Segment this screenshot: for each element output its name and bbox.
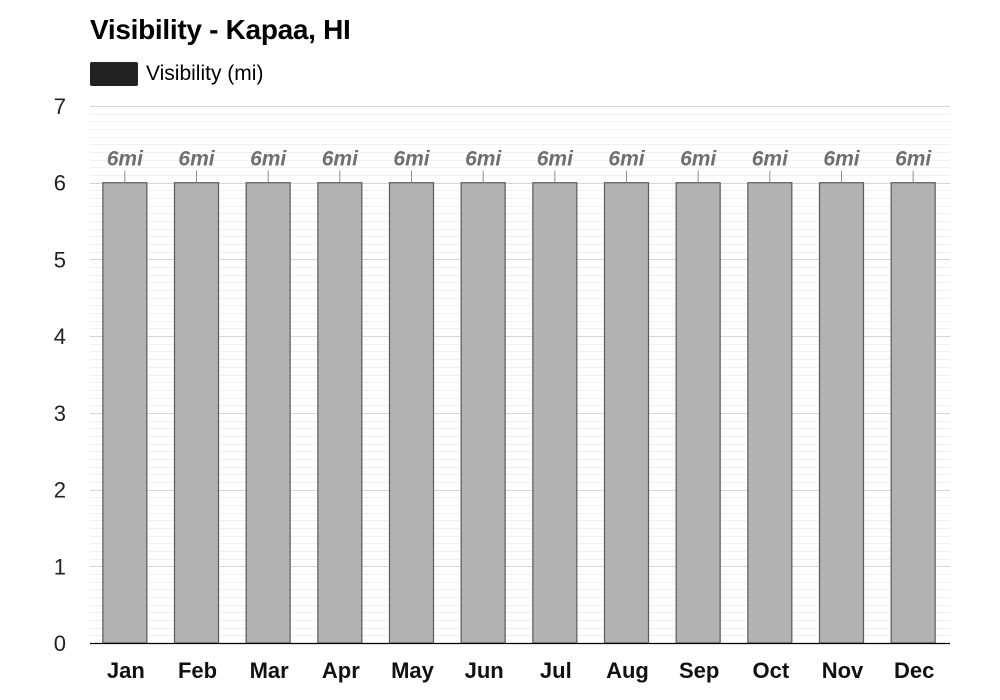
data-label: 6mi bbox=[250, 148, 287, 171]
x-tick-label: May bbox=[391, 658, 435, 683]
legend: Visibility (mi) bbox=[90, 61, 263, 87]
bar bbox=[603, 182, 650, 644]
data-label: 6mi bbox=[107, 148, 144, 171]
data-label: 6mi bbox=[752, 148, 789, 171]
data-label: 6mi bbox=[680, 148, 717, 171]
y-tick-label: 7 bbox=[54, 94, 66, 119]
bar bbox=[102, 182, 148, 644]
x-tick-label: Aug bbox=[606, 658, 649, 683]
data-label: 6mi bbox=[322, 148, 359, 171]
label-layer: 6mi 6mi 6mi 6mi 6mi 6mi 6mi 6mi 6mi 6mi 6mi 6mi bbox=[107, 148, 933, 171]
x-tick-label: Oct bbox=[752, 658, 789, 683]
bar-layer bbox=[102, 170, 936, 644]
data-label: 6mi bbox=[178, 148, 215, 171]
y-tick-label: 2 bbox=[54, 478, 66, 503]
legend-label: Visibility (mi) bbox=[146, 62, 264, 85]
y-tick-label: 1 bbox=[54, 554, 66, 579]
data-label: 6mi bbox=[465, 148, 502, 171]
grid-layer bbox=[90, 106, 950, 636]
bar bbox=[245, 182, 291, 644]
data-label: 6mi bbox=[393, 148, 430, 171]
bar bbox=[460, 182, 506, 644]
data-label: 6mi bbox=[895, 148, 932, 171]
bar bbox=[388, 182, 435, 644]
bar bbox=[675, 182, 721, 644]
legend-swatch bbox=[90, 62, 138, 86]
data-label: 6mi bbox=[608, 148, 645, 171]
bar bbox=[317, 182, 363, 644]
x-tick-label: Jun bbox=[465, 658, 504, 683]
x-tick-label: Jan bbox=[107, 658, 145, 683]
axis-layer: 0 1 2 3 4 5 6 7 Jan Feb Mar Apr May Jun Jul Aug Sep Oct No… bbox=[54, 94, 950, 683]
x-tick-label: Apr bbox=[322, 658, 360, 683]
x-tick-label: Feb bbox=[178, 658, 217, 683]
x-tick-label: Jul bbox=[540, 658, 572, 683]
x-tick-label: Sep bbox=[679, 658, 719, 683]
y-tick-label: 5 bbox=[54, 247, 66, 272]
bar bbox=[173, 182, 220, 644]
data-label: 6mi bbox=[537, 148, 574, 171]
bar bbox=[747, 182, 793, 644]
bar bbox=[532, 182, 578, 644]
x-tick-label: Dec bbox=[894, 658, 934, 683]
y-tick-label: 3 bbox=[54, 401, 66, 426]
y-tick-label: 4 bbox=[54, 324, 66, 349]
bar bbox=[890, 182, 936, 644]
y-tick-label: 0 bbox=[54, 631, 66, 656]
x-tick-label: Nov bbox=[822, 658, 864, 683]
bar bbox=[818, 182, 865, 644]
y-tick-label: 6 bbox=[54, 171, 66, 196]
data-label: 6mi bbox=[823, 148, 860, 171]
chart-title: Visibility - Kapaa, HI bbox=[90, 14, 351, 45]
x-tick-label: Mar bbox=[250, 658, 290, 683]
